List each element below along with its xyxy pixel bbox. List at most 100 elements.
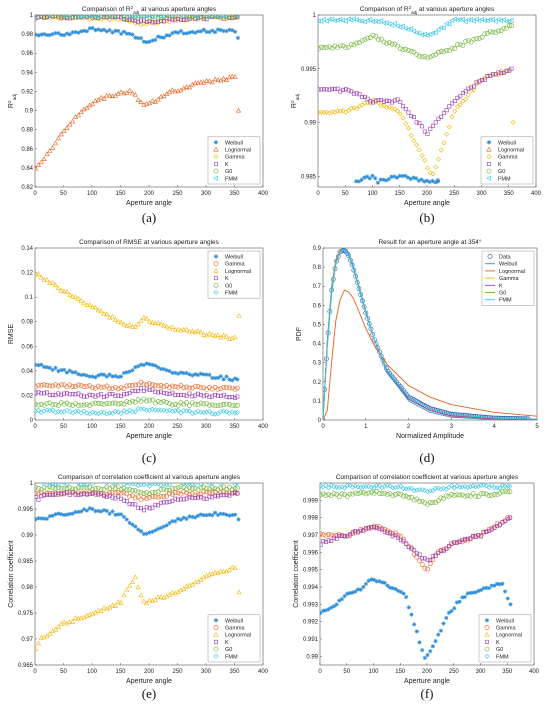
data-point [36, 33, 41, 38]
data-point [150, 505, 155, 510]
data-point [124, 587, 130, 593]
data-point [507, 483, 513, 489]
data-point [201, 385, 207, 391]
data-point [232, 565, 238, 570]
data-point [226, 567, 232, 572]
data-point [64, 289, 70, 294]
data-point [186, 408, 192, 414]
data-point [218, 490, 224, 495]
data-point [116, 28, 121, 34]
data-point [189, 385, 195, 391]
data-point [127, 369, 132, 374]
data-point [408, 133, 414, 139]
data-point [96, 508, 101, 513]
data-point [55, 485, 61, 491]
legend-swatch [484, 646, 490, 652]
data-point [78, 382, 84, 388]
data-point [444, 546, 449, 551]
data-point [36, 382, 41, 388]
data-point [408, 485, 415, 491]
data-point [141, 406, 147, 412]
data-point [184, 326, 190, 332]
data-point [178, 484, 184, 490]
data-layer [35, 483, 242, 651]
data-point [158, 383, 164, 388]
data-point [184, 393, 189, 398]
data-point [227, 377, 232, 382]
legend-box [478, 614, 532, 663]
x-tick-label: 0 [318, 669, 322, 675]
data-point [349, 89, 354, 94]
legend-swatch [486, 146, 492, 152]
data-point [328, 483, 334, 488]
legend-label: K [225, 162, 229, 168]
data-point [189, 15, 195, 19]
data-point [436, 551, 441, 556]
data-point [130, 17, 135, 22]
legend-swatch [487, 161, 491, 166]
data-point [498, 68, 504, 74]
data-point [460, 595, 465, 600]
data-point [107, 372, 112, 377]
data-point [215, 403, 221, 409]
data-point [377, 579, 382, 584]
data-point [385, 492, 390, 497]
data-point [498, 28, 504, 34]
data-point [494, 521, 500, 526]
data-point [416, 30, 422, 36]
data-point [121, 90, 127, 96]
data-point [35, 494, 38, 499]
data-point [95, 400, 101, 406]
data-point [382, 529, 387, 534]
data-point [232, 386, 238, 392]
data-point [78, 485, 84, 491]
data-point [470, 590, 476, 595]
data-point [101, 401, 107, 407]
data-point [76, 372, 81, 377]
data-point [36, 402, 41, 408]
data-point [209, 490, 215, 496]
data-point [409, 114, 414, 119]
data-point [181, 489, 187, 495]
data-point [90, 25, 95, 31]
data-point [435, 485, 441, 491]
data-point [419, 177, 424, 182]
data-point [187, 491, 192, 497]
data-point [425, 557, 430, 562]
data-point [52, 282, 59, 288]
panel-a: Comparison of R2adj at various aperture … [7, 5, 269, 226]
data-point [470, 491, 476, 496]
data-point [138, 318, 144, 323]
data-point [503, 589, 508, 594]
data-point [61, 128, 67, 133]
data-point [158, 400, 164, 406]
data-point [152, 490, 158, 495]
data-point [87, 492, 92, 497]
data-point [425, 566, 430, 572]
data-point [379, 491, 385, 496]
data-point [144, 505, 149, 510]
data-point [405, 175, 411, 180]
data-point [479, 16, 485, 22]
data-point [70, 511, 75, 516]
data-point [204, 496, 209, 501]
data-point [135, 405, 141, 412]
data-point [395, 484, 401, 490]
data-point [124, 391, 129, 396]
data-point [55, 15, 61, 19]
data-point [223, 15, 229, 19]
data-point [417, 498, 422, 504]
data-point [70, 486, 76, 492]
data-point [230, 395, 235, 400]
data-point [62, 491, 67, 496]
data-point [175, 402, 181, 408]
data-point [395, 43, 400, 49]
data-point [441, 25, 446, 31]
data-point [454, 492, 460, 498]
data-point [490, 72, 495, 77]
data-point [509, 23, 514, 29]
y-tick-label: 0.4 [313, 342, 322, 348]
data-point [441, 485, 447, 491]
